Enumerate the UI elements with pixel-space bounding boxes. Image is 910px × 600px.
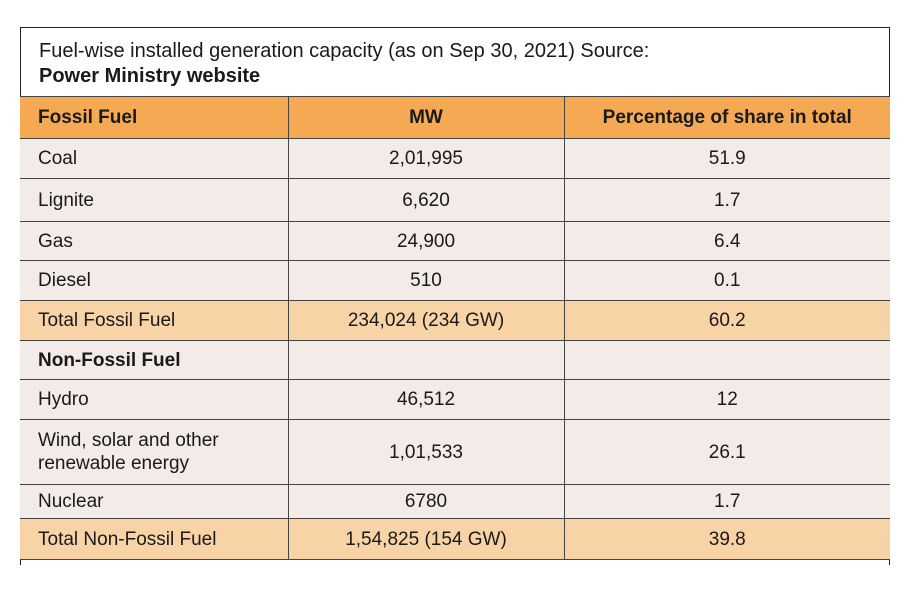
table-row-nuclear: Nuclear 6780 1.7 (20, 484, 890, 519)
row-name: Coal (20, 138, 289, 179)
row-pct: 60.2 (563, 300, 890, 341)
row-pct: 12 (563, 379, 890, 420)
table-row-total-non-fossil: Total Non-Fossil Fuel 1,54,825 (154 GW) … (20, 518, 890, 560)
capacity-table: Fossil Fuel MW Percentage of share in to… (20, 96, 890, 560)
table-row-diesel: Diesel 510 0.1 (20, 260, 890, 301)
row-name: Nuclear (20, 484, 289, 519)
row-mw: 46,512 (287, 379, 565, 420)
row-name: Total Fossil Fuel (20, 300, 289, 341)
row-name: Diesel (20, 260, 289, 301)
capacity-table-frame: Fuel-wise installed generation capacity … (20, 27, 890, 565)
row-name: Lignite (20, 178, 289, 222)
row-mw: 24,900 (287, 221, 565, 261)
row-mw: 1,54,825 (154 GW) (287, 518, 565, 560)
table-row-hydro: Hydro 46,512 12 (20, 379, 890, 420)
row-pct: 39.8 (563, 518, 890, 560)
row-name: Wind, solar and other renewable energy (20, 419, 289, 485)
row-pct: 0.1 (563, 260, 890, 301)
row-mw: 2,01,995 (287, 138, 565, 179)
row-mw: 234,024 (234 GW) (287, 300, 565, 341)
table-title: Fuel-wise installed generation capacity … (21, 28, 889, 96)
row-pct: 6.4 (563, 221, 890, 261)
table-row-non-fossil-heading: Non-Fossil Fuel (20, 340, 890, 380)
table-title-source: Power Ministry website (39, 65, 261, 87)
row-pct (563, 340, 890, 380)
row-mw: 510 (287, 260, 565, 301)
table-row-gas: Gas 24,900 6.4 (20, 221, 890, 261)
table-row-total-fossil: Total Fossil Fuel 234,024 (234 GW) 60.2 (20, 300, 890, 341)
row-name: Gas (20, 221, 289, 261)
header-fossil-fuel: Fossil Fuel (20, 96, 289, 139)
row-mw: 6780 (287, 484, 565, 519)
row-pct: 1.7 (563, 178, 890, 222)
header-mw: MW (287, 96, 565, 139)
row-pct: 51.9 (563, 138, 890, 179)
row-name: Hydro (20, 379, 289, 420)
table-row-lignite: Lignite 6,620 1.7 (20, 178, 890, 222)
row-mw: 1,01,533 (287, 419, 565, 485)
section-heading: Non-Fossil Fuel (20, 340, 289, 380)
row-name: Total Non-Fossil Fuel (20, 518, 289, 560)
row-mw: 6,620 (287, 178, 565, 222)
table-row-renewable: Wind, solar and other renewable energy 1… (20, 419, 890, 485)
header-percentage: Percentage of share in total (563, 96, 890, 139)
row-pct: 1.7 (563, 484, 890, 519)
table-title-line1: Fuel-wise installed generation capacity … (39, 40, 650, 62)
row-mw (287, 340, 565, 380)
header-row: Fossil Fuel MW Percentage of share in to… (20, 96, 890, 139)
table-row-coal: Coal 2,01,995 51.9 (20, 138, 890, 179)
row-pct: 26.1 (563, 419, 890, 485)
